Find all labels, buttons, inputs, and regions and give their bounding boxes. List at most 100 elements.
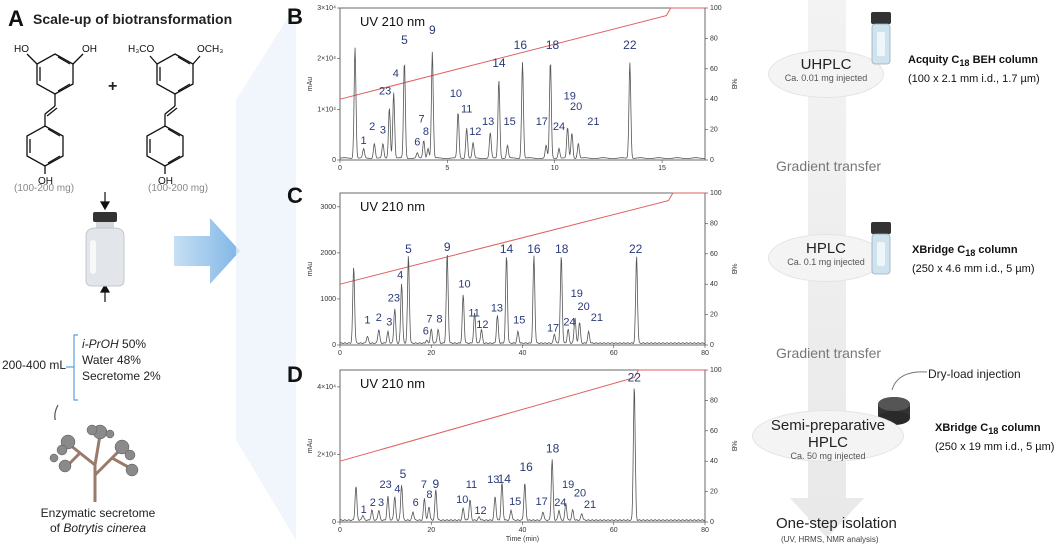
peak-label: 15 xyxy=(503,116,515,128)
y-tick-label: 0 xyxy=(332,157,336,164)
solvent-ipro: i-PrOH 50% xyxy=(82,337,147,351)
panel-a-title: Scale-up of biotransformation xyxy=(33,11,233,27)
y-axis-label: mAu xyxy=(307,439,314,454)
peak-label: 8 xyxy=(436,313,442,325)
uv-trace xyxy=(339,388,706,522)
peak-label: 5 xyxy=(405,242,412,256)
peak-label: 22 xyxy=(628,371,642,385)
uv-wavelength-label: UV 210 nm xyxy=(360,199,425,214)
peak-label: 5 xyxy=(400,467,407,481)
pctb-tick-label: 20 xyxy=(710,312,718,319)
peak-label: 13 xyxy=(487,474,499,486)
panel-letter-d: D xyxy=(287,362,303,387)
pctb-tick-label: 40 xyxy=(710,458,718,465)
hplc-column-info: XBridge C18 column (250 x 4.6 mm i.d., 5… xyxy=(912,244,1035,276)
x-tick-label: 15 xyxy=(658,165,666,172)
peak-label: 7 xyxy=(421,479,427,491)
peak-label: 18 xyxy=(546,441,560,455)
peak-label: 21 xyxy=(587,116,599,128)
plus-sign: + xyxy=(108,78,118,95)
x-tick-label: 10 xyxy=(551,165,559,172)
peak-label: 7 xyxy=(419,114,425,126)
peak-label: 21 xyxy=(584,499,596,511)
uv-trace xyxy=(339,255,706,345)
uhplc-column-info: Acquity C18 BEH column (100 x 2.1 mm i.d… xyxy=(908,54,1040,86)
final-title: One-step isolation xyxy=(776,515,897,532)
uhplc-title: UHPLC xyxy=(800,56,852,73)
peak-label: 18 xyxy=(546,38,560,52)
peak-label: 11 xyxy=(468,307,479,319)
y-tick-label: 3000 xyxy=(320,204,336,211)
semiprep-column-dims: (250 x 19 mm i.d., 5 µm) xyxy=(935,441,1055,454)
substrate1-amount: (100-200 mg) xyxy=(14,183,75,194)
pctb-tick-label: 0 xyxy=(710,342,714,349)
peak-label: 6 xyxy=(413,497,419,509)
hplc-node: HPLC Ca. 0.1 mg injected xyxy=(768,234,884,282)
panel-letter-b: B xyxy=(287,4,303,29)
x-tick-label: 0 xyxy=(338,527,342,534)
panel-letter-a: A xyxy=(8,6,24,31)
x-tick-label: 40 xyxy=(519,350,527,357)
pctb-tick-label: 100 xyxy=(710,367,722,374)
peak-label: 2 xyxy=(369,121,375,133)
peak-label: 6 xyxy=(423,326,429,338)
peak-label: 2 xyxy=(370,497,376,509)
peak-label: 8 xyxy=(423,126,429,138)
peak-label: 4 xyxy=(394,483,400,495)
peak-label: 14 xyxy=(492,56,506,70)
peak-label: 20 xyxy=(570,101,582,113)
peak-label: 10 xyxy=(456,494,468,506)
substrate-structures: HO OH OH H₃CO OCH₃ OH xyxy=(14,44,223,187)
pctb-tick-label: 80 xyxy=(710,397,718,404)
uhplc-column-dims: (100 x 2.1 mm i.d., 1.7 µm) xyxy=(908,73,1040,86)
hplc-injection: Ca. 0.1 mg injected xyxy=(787,257,865,267)
peak-label: 20 xyxy=(578,301,590,313)
final-subtitle: (UV, HRMS, NMR analysis) xyxy=(781,535,879,544)
uhplc-vial-icon xyxy=(871,12,891,65)
peak-label: 14 xyxy=(498,472,512,486)
hplc-column-dims: (250 x 4.6 mm i.d., 5 µm) xyxy=(912,263,1035,276)
peak-label: 1 xyxy=(361,504,367,516)
peak-label: 23 xyxy=(380,479,392,491)
peak-label: 23 xyxy=(388,293,400,305)
peak-label: 3 xyxy=(380,125,386,137)
peak-label: 16 xyxy=(527,242,541,256)
pctb-tick-label: 100 xyxy=(710,5,722,12)
pctb-tick-label: 60 xyxy=(710,251,718,258)
peak-label: 2 xyxy=(376,312,382,324)
gradient-transfer-2: Gradient transfer xyxy=(776,345,882,361)
pctb-tick-label: 20 xyxy=(710,489,718,496)
solvent-secretome: Secretome 2% xyxy=(82,369,161,383)
peak-label: 18 xyxy=(555,242,569,256)
caption-line2: of Botrytis cinerea xyxy=(49,521,147,535)
pctb-tick-label: 60 xyxy=(710,66,718,73)
peak-label: 1 xyxy=(361,135,367,147)
svg-text:OH: OH xyxy=(158,176,173,187)
peak-label: 12 xyxy=(476,319,488,331)
semiprep-node: Semi-preparative HPLC Ca. 50 mg injected xyxy=(752,410,904,462)
pctb-tick-label: 0 xyxy=(710,157,714,164)
peak-label: 22 xyxy=(623,38,637,52)
x-axis-label: Time (min) xyxy=(506,536,539,543)
peak-label: 15 xyxy=(509,496,521,508)
peak-label: 9 xyxy=(444,240,451,254)
pctb-tick-label: 40 xyxy=(710,96,718,103)
peak-label: 11 xyxy=(461,103,472,115)
peak-label: 16 xyxy=(519,460,533,474)
x-tick-label: 40 xyxy=(519,527,527,534)
y-tick-label: 0 xyxy=(332,342,336,349)
peak-label: 14 xyxy=(500,242,514,256)
pctb-axis-label: %B xyxy=(730,441,737,452)
peak-label: 20 xyxy=(574,487,586,499)
plot-frame xyxy=(339,7,706,161)
dry-load-cartridge-icon xyxy=(878,371,928,425)
peak-label: 8 xyxy=(426,489,432,501)
reaction-volume: 200-400 mL xyxy=(2,358,67,372)
peak-label: 6 xyxy=(414,136,420,148)
pctb-tick-label: 20 xyxy=(710,127,718,134)
peak-label: 17 xyxy=(536,116,548,128)
y-tick-label: 2000 xyxy=(320,250,336,257)
peak-label: 5 xyxy=(401,33,408,47)
peak-label: 24 xyxy=(563,316,575,328)
peak-label: 17 xyxy=(547,322,559,334)
